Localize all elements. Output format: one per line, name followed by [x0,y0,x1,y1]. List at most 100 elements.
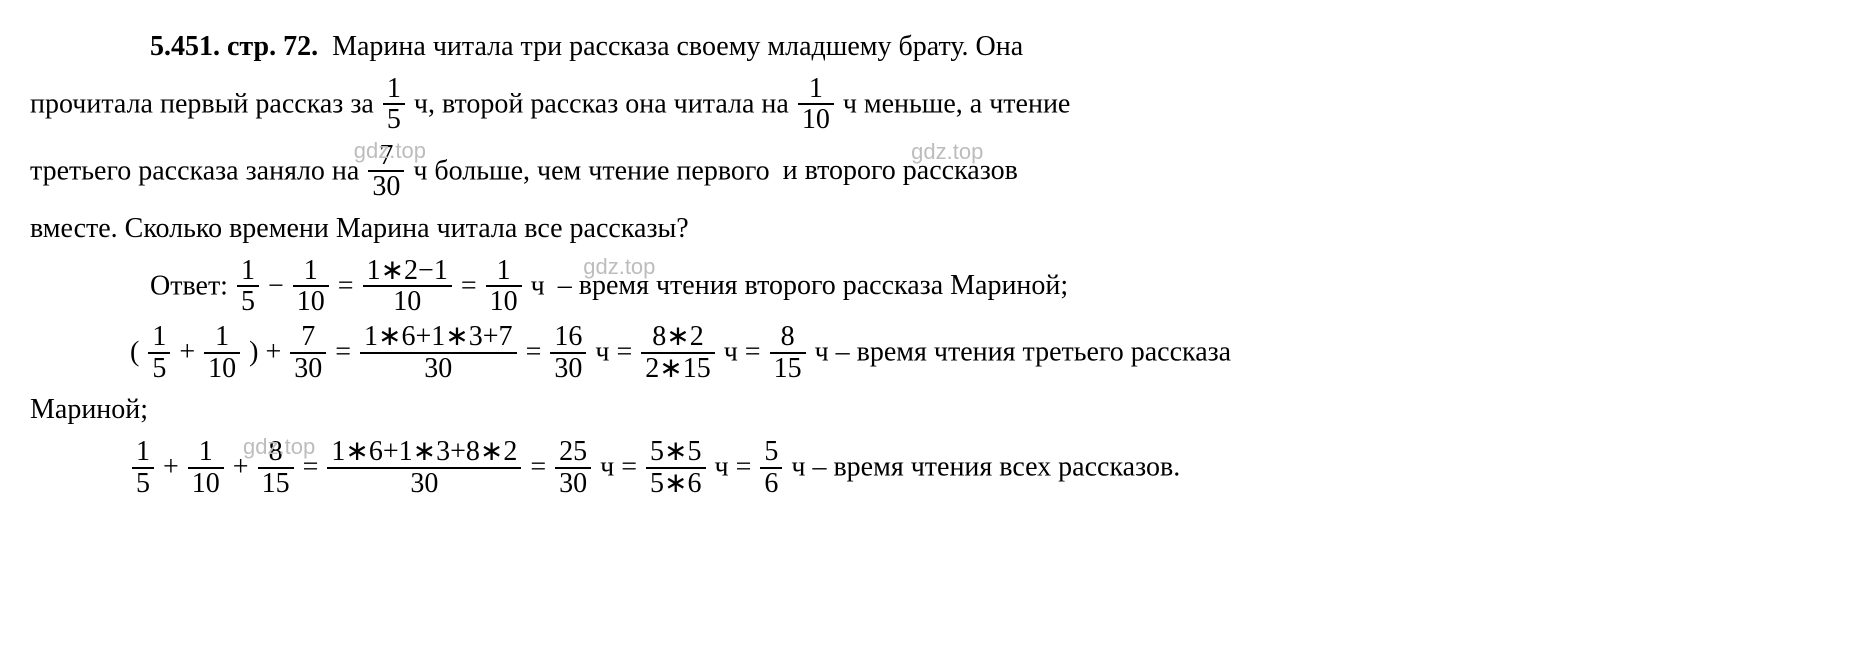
watermark: gdz.top [354,134,426,167]
watermark: gdz.top [243,430,315,463]
denominator: 10 [293,287,329,316]
denominator: 5 [237,287,259,316]
numerator: 1 [204,322,240,353]
fraction: 1630 [550,322,586,383]
denominator: 5∗6 [646,469,705,498]
problem-line-4: вместе. Сколько времени Марина читала вс… [30,208,1835,250]
denominator: 10 [188,469,224,498]
fraction-with-watermark: gdz.top 815 [256,450,303,481]
numerator: 5∗5 [646,437,705,468]
numerator: 1 [132,437,154,468]
numerator: 1∗2−1 [363,256,452,287]
answer-label: Ответ: [150,270,235,301]
problem-text: ч, второй рассказ она читала на [414,88,796,119]
fraction: 110 [204,322,240,383]
exercise-number: 5.451. стр. 72. [150,31,318,62]
numerator: 5 [760,437,782,468]
fraction-with-watermark: gdz.top 730 [366,154,413,185]
denominator: 10 [798,105,834,134]
denominator: 10 [363,287,452,316]
denominator: 30 [550,354,586,383]
fraction: 110 [293,256,329,317]
fraction: 815 [770,322,806,383]
paren: ( [130,337,139,368]
answer-line-3: 15 + 110 + gdz.top 815 = 1∗6+1∗3+8∗230 =… [30,437,1835,498]
operator: + [179,337,202,368]
denominator: 30 [327,469,521,498]
numerator: 1 [798,74,834,105]
problem-line-1: 5.451. стр. 72. Марина читала три расска… [30,26,1835,68]
fraction: 110 [188,437,224,498]
denominator: 30 [368,172,404,201]
numerator: 1∗6+1∗3+7 [360,322,517,353]
numerator: 1 [293,256,329,287]
fraction: 8∗22∗15 [641,322,714,383]
fraction: 2530 [555,437,591,498]
denominator: 30 [555,469,591,498]
text-with-watermark: gdz.top и второго рассказов [783,155,1018,186]
numerator: 1 [486,256,522,287]
watermark: gdz.top [911,135,983,168]
operator: + [163,452,186,483]
denominator: 5 [132,469,154,498]
numerator: 1 [237,256,259,287]
fraction: 1∗6+1∗3+8∗230 [327,437,521,498]
numerator: 1 [188,437,224,468]
denominator: 10 [486,287,522,316]
numerator: 8 [770,322,806,353]
problem-text: ч больше, чем чтение первого [413,155,769,186]
answer-text: ч – время чтения третьего рассказа [815,337,1232,368]
answer-line-1: Ответ: 15 − 110 = 1∗2−110 = 110 ч gdz.to… [30,256,1835,317]
problem-text: ч меньше, а чтение [843,88,1071,119]
answer-line-2-cont: Мариной; [30,389,1835,431]
answer-text: ч – время чтения всех рассказов. [791,452,1180,483]
problem-text: Марина читала три рассказа своему младше… [332,31,1023,62]
numerator: 8∗2 [641,322,714,353]
numerator: 1 [383,74,405,105]
denominator: 15 [258,469,294,498]
denominator: 30 [290,354,326,383]
fraction: 1∗6+1∗3+730 [360,322,517,383]
denominator: 15 [770,354,806,383]
answer-text: ч [531,270,545,301]
operator: = [461,270,484,301]
numerator: 16 [550,322,586,353]
denominator: 6 [760,469,782,498]
answer-text: ч = [600,452,644,483]
answer-text: ч = [724,337,768,368]
answer-line-2: ( 15 + 110 ) + 730 = 1∗6+1∗3+730 = 1630 … [30,322,1835,383]
denominator: 2∗15 [641,354,714,383]
watermark: gdz.top [583,250,655,283]
numerator: 1 [148,322,170,353]
numerator: 1∗6+1∗3+8∗2 [327,437,521,468]
denominator: 5 [148,354,170,383]
text-with-watermark: gdz.top – время чтения второго рассказа … [558,270,1068,301]
operator: = [335,337,358,368]
denominator: 30 [360,354,517,383]
numerator: 7 [290,322,326,353]
operator: + [265,337,288,368]
paren: ) [249,337,258,368]
answer-text: ч = [715,452,759,483]
fraction: 56 [760,437,782,498]
problem-text: вместе. Сколько времени Марина читала вс… [30,213,689,244]
operator: = [526,337,542,368]
fraction: 1∗2−110 [363,256,452,317]
numerator: 25 [555,437,591,468]
answer-text: ч = [595,337,639,368]
problem-line-2: прочитала первый рассказ за 15 ч, второй… [30,74,1835,135]
fraction: 110 [798,74,834,135]
fraction: 15 [132,437,154,498]
answer-text: Мариной; [30,394,148,425]
operator: = [338,270,361,301]
fraction: 5∗55∗6 [646,437,705,498]
operator: − [268,270,291,301]
fraction: 15 [237,256,259,317]
problem-line-3: третьего рассказа заняло на gdz.top 730 … [30,141,1835,202]
denominator: 10 [204,354,240,383]
problem-text: третьего рассказа заняло на [30,155,366,186]
problem-text: прочитала первый рассказ за [30,88,381,119]
fraction: 15 [383,74,405,135]
fraction: 110 [486,256,522,317]
fraction: 15 [148,322,170,383]
